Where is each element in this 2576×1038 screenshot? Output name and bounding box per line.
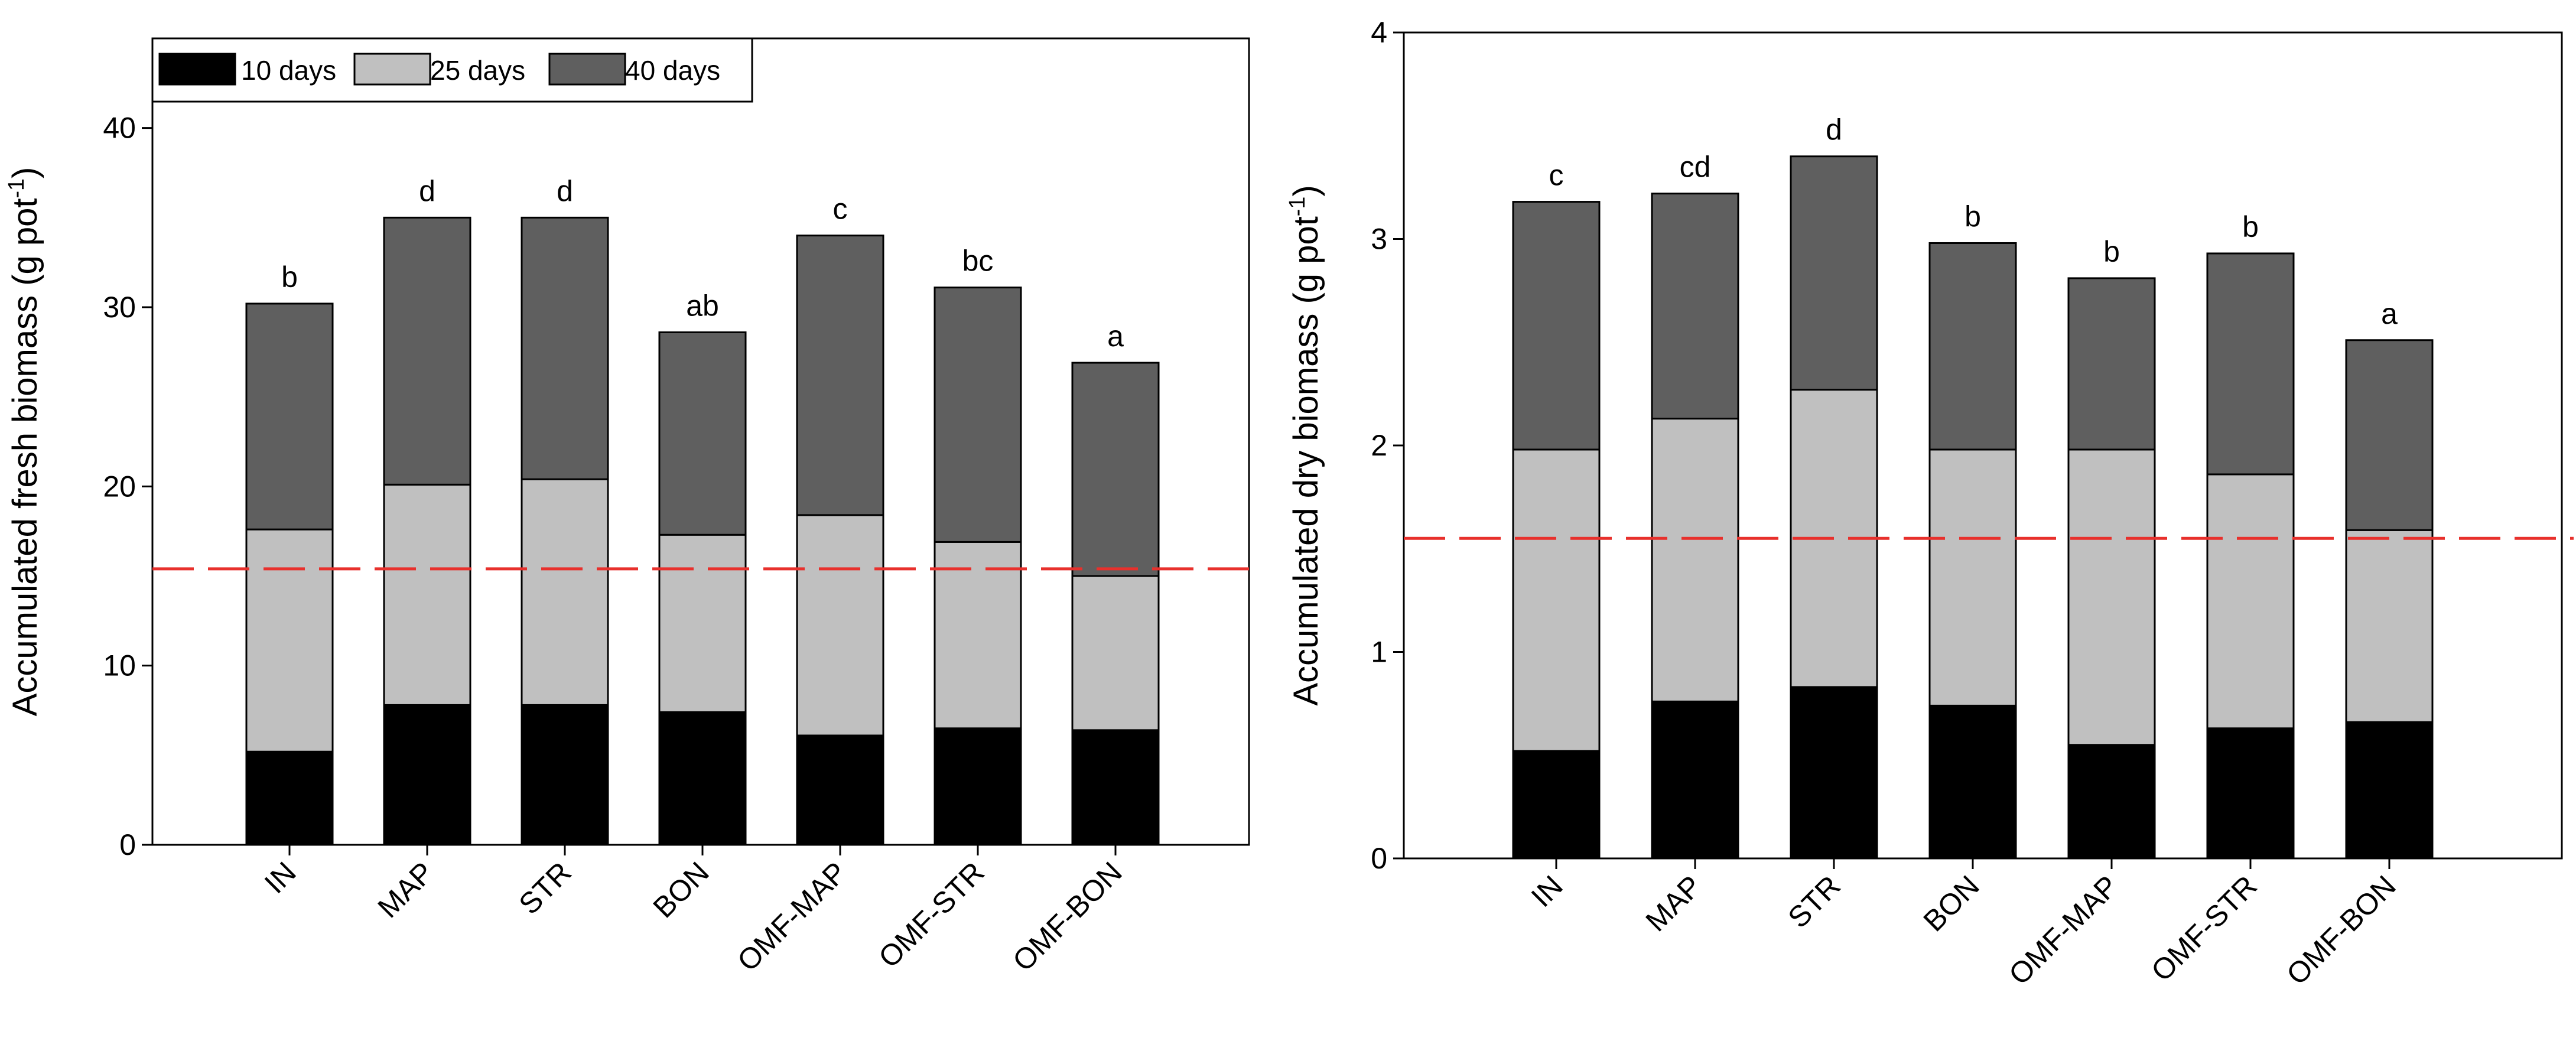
bar-segment-25-days	[245, 528, 334, 753]
bar-segment-10-days	[1651, 700, 1739, 860]
bar-segment-40-days	[1928, 242, 2017, 451]
y-tick-label: 4	[1371, 16, 1387, 49]
category-label: STR	[512, 855, 577, 920]
significance-letter: a	[2381, 297, 2398, 330]
significance-letter: b	[1964, 200, 1981, 233]
fresh-biomass-chart: 0 10 20 30 40 Accumulated fresh biomass (g po…	[4, 37, 1261, 978]
bar-segment-10-days	[934, 727, 1022, 846]
bar-segment-25-days	[521, 478, 609, 706]
category-label: MAP	[1640, 869, 1708, 938]
category-label: BON	[647, 855, 715, 924]
y-tick-label: 3	[1371, 223, 1387, 256]
bar-segment-10-days	[658, 711, 747, 846]
significance-letter: cd	[1680, 151, 1711, 184]
category-label: OMF-MAP	[731, 855, 853, 978]
bar-segment-10-days	[1790, 686, 1878, 860]
bar-segment-25-days	[1928, 448, 2017, 707]
dry-biomass-chart: 0 1 2 3 4 Accumulated dry biomass (g pot-1) c I…	[1284, 16, 2574, 991]
bar-segment-10-days	[1928, 704, 2017, 860]
category-label: OMF-BON	[2280, 869, 2402, 991]
legend-label: 10 days	[241, 55, 336, 86]
bar-segment-10-days	[796, 734, 884, 846]
bar-segment-40-days	[658, 331, 747, 536]
bar-segment-40-days	[245, 302, 334, 531]
bar-segment-25-days	[658, 533, 747, 714]
bar-segment-40-days	[934, 287, 1022, 543]
bar-segment-40-days	[521, 216, 609, 480]
legend-label: 25 days	[430, 55, 525, 86]
bar-segment-40-days	[1790, 155, 1878, 391]
legend-swatch	[158, 53, 236, 86]
significance-letter: b	[281, 261, 298, 294]
bar-segment-40-days	[1512, 201, 1601, 451]
category-label: OMF-BON	[1006, 855, 1128, 978]
bar-segment-10-days	[1512, 750, 1601, 860]
category-label: OMF-STR	[2145, 869, 2263, 988]
y-axis-label: Accumulated dry biomass (g pot-1)	[1284, 185, 1325, 705]
y-axis-label-main: Accumulated dry biomass (g pot	[1287, 216, 1325, 705]
y-axis-label-main: Accumulated fresh biomass (g pot	[6, 198, 44, 716]
y-tick-label: 40	[103, 112, 136, 145]
category-label: OMF-MAP	[2002, 869, 2125, 991]
bar-segment-40-days	[2206, 252, 2295, 476]
y-tick-label: 10	[103, 649, 136, 682]
y-axis-label-superscript: -1	[4, 178, 28, 199]
bar-segment-10-days	[2206, 727, 2295, 860]
bar-segment-25-days	[796, 514, 884, 737]
legend: 10 days 25 days 40 days	[151, 37, 753, 103]
bar-segment-10-days	[383, 704, 471, 846]
bar-segment-25-days	[2206, 473, 2295, 730]
significance-letter: b	[2103, 235, 2120, 268]
y-axis-label-superscript: -1	[1284, 197, 1309, 217]
bar-segment-10-days	[2067, 744, 2156, 860]
significance-letter: bc	[962, 245, 994, 278]
bar-segment-25-days	[2067, 448, 2156, 746]
y-tick-label: 0	[1371, 842, 1387, 875]
bar-segment-25-days	[1512, 448, 1601, 752]
category-label: OMF-STR	[872, 855, 991, 974]
bar-segment-40-days	[383, 216, 471, 486]
bar-segment-40-days	[2067, 277, 2156, 451]
bar-segment-10-days	[521, 704, 609, 846]
bar-segment-25-days	[934, 541, 1022, 730]
category-label: BON	[1917, 869, 1986, 938]
y-axis-label-suffix: )	[6, 167, 44, 178]
bar-segment-10-days	[2345, 721, 2434, 860]
significance-letter: d	[1826, 113, 1842, 147]
significance-letter: d	[557, 174, 573, 207]
bar-segment-40-days	[1651, 193, 1739, 420]
significance-letter: b	[2242, 210, 2259, 243]
y-axis-label: Accumulated fresh biomass (g pot-1)	[4, 167, 44, 717]
category-label: IN	[258, 855, 303, 900]
bar-segment-40-days	[1071, 362, 1160, 577]
y-tick-label: 2	[1371, 429, 1387, 462]
legend-swatch	[353, 53, 431, 86]
legend-box	[151, 37, 753, 103]
bar-segment-40-days	[2345, 339, 2434, 531]
bar-segment-10-days	[1071, 729, 1160, 846]
bar-segment-25-days	[2345, 529, 2434, 723]
y-tick-label: 0	[119, 828, 136, 861]
y-tick-label: 1	[1371, 636, 1387, 669]
significance-letter: a	[1107, 320, 1124, 353]
significance-letter: d	[419, 174, 435, 207]
y-tick-label: 30	[103, 291, 136, 324]
category-label: IN	[1525, 869, 1569, 913]
significance-letter: c	[833, 193, 848, 226]
category-label: MAP	[372, 855, 440, 924]
bar-segment-25-days	[383, 483, 471, 706]
bar-segment-10-days	[245, 750, 334, 846]
y-tick-label: 20	[103, 470, 136, 503]
bar-segment-25-days	[1651, 418, 1739, 702]
significance-letter: c	[1549, 159, 1564, 192]
legend-label: 40 days	[625, 55, 720, 86]
category-label: STR	[1781, 869, 1846, 934]
bar-segment-40-days	[796, 235, 884, 516]
legend-swatch	[548, 53, 626, 86]
bar-segment-25-days	[1071, 575, 1160, 731]
y-axis-label-suffix: )	[1287, 185, 1325, 196]
significance-letter: ab	[686, 289, 719, 322]
